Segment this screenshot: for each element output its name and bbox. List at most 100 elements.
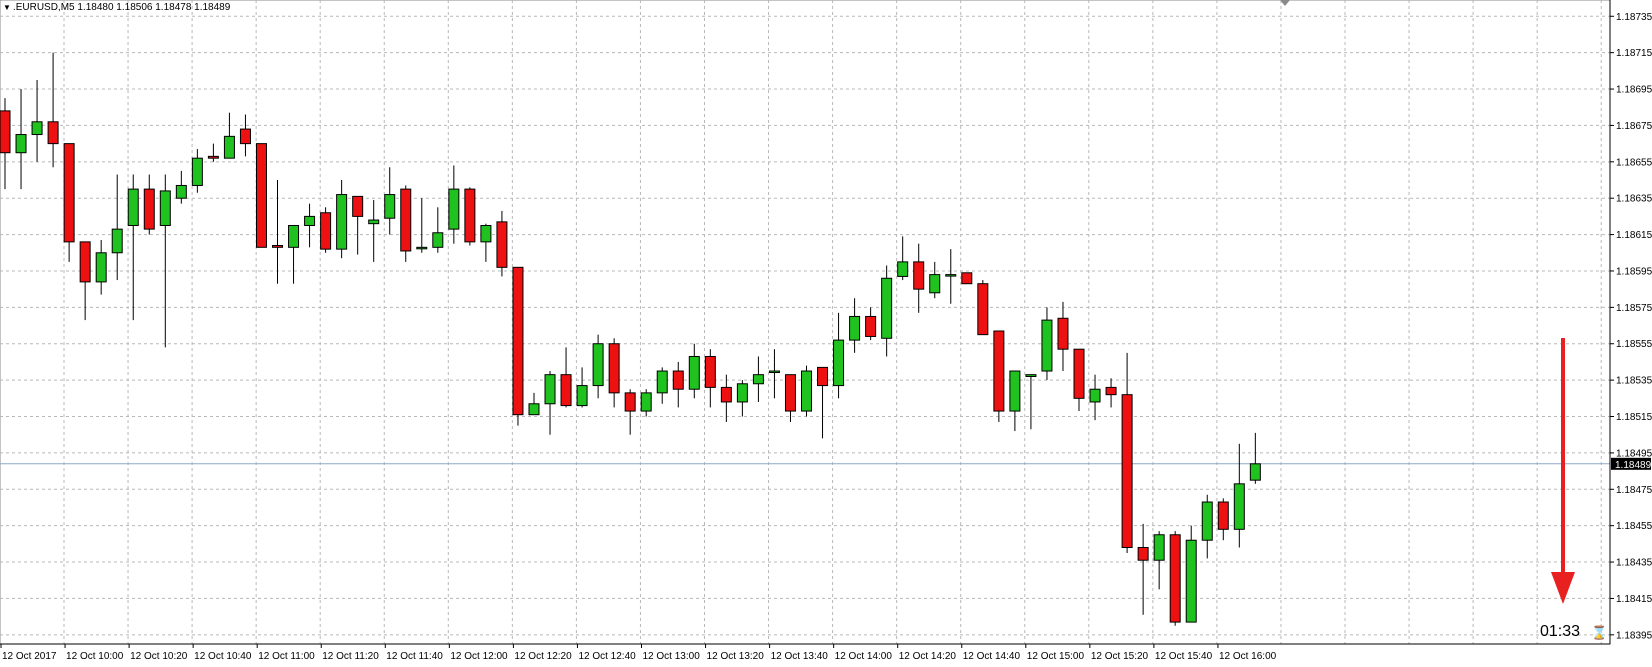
candle <box>79 241 91 321</box>
candle <box>1009 370 1021 432</box>
candle <box>704 349 716 408</box>
candle <box>15 89 27 190</box>
candle-body-down <box>207 155 219 159</box>
candle <box>977 280 989 336</box>
candle-body-up <box>736 383 748 403</box>
price-tick-label: 1.18615 <box>1616 230 1652 241</box>
candle <box>496 210 508 277</box>
candle <box>1105 378 1117 408</box>
candle <box>720 374 732 422</box>
price-tick-label: 1.18675 <box>1616 121 1652 132</box>
time-tick-label: 12 Oct 15:20 <box>1091 651 1149 662</box>
candle-body-up <box>368 219 380 225</box>
candle-body-down <box>560 374 572 407</box>
candle-body-down <box>720 386 732 403</box>
scroll-shift-marker-icon[interactable] <box>1280 0 1290 6</box>
candle-body-up <box>656 370 668 394</box>
candle-body-down <box>1105 386 1117 396</box>
candle <box>111 174 123 281</box>
candle <box>1089 374 1101 421</box>
candle <box>624 389 636 435</box>
price-tick-label: 1.18555 <box>1616 339 1652 350</box>
candle <box>817 366 829 439</box>
candle <box>1169 531 1181 626</box>
price-tick-label: 1.18735 <box>1616 12 1652 23</box>
candle <box>784 374 796 422</box>
candle-body-up <box>1201 501 1213 541</box>
candle-body-up <box>416 246 428 250</box>
candle <box>608 338 620 408</box>
candle <box>127 174 139 321</box>
candle <box>1201 494 1213 559</box>
candle <box>336 180 348 259</box>
candle <box>833 312 845 399</box>
candle-body-down <box>1057 317 1069 350</box>
time-tick-label: 12 Oct 11:00 <box>258 651 315 662</box>
price-axis: 1.18735 1.18715 1.18695 1.18675 1.18655 1.186… <box>1609 0 1652 644</box>
candle-body-up <box>1185 539 1197 623</box>
time-tick-label: 12 Oct 10:00 <box>66 651 124 662</box>
candle <box>416 198 428 253</box>
candle-body-up <box>544 374 556 405</box>
candle <box>656 367 668 404</box>
candle-body-up <box>881 277 893 339</box>
candle <box>929 261 941 299</box>
candle-body-up <box>640 392 652 412</box>
candle <box>272 180 284 284</box>
plot-border <box>0 0 1611 645</box>
candle-body-up <box>191 157 203 186</box>
candle <box>191 149 203 193</box>
candle <box>1121 352 1133 553</box>
time-tick-label: 12 Oct 13:40 <box>771 651 829 662</box>
candle-body-down <box>79 241 91 283</box>
candle-body-down <box>865 315 877 337</box>
candle-body-up <box>31 121 43 136</box>
candle-body-down <box>1073 348 1085 399</box>
candle <box>480 223 492 262</box>
candle-body-down <box>1137 546 1149 561</box>
candle-body-down <box>961 272 973 285</box>
candle-body-up <box>432 232 444 248</box>
arrow-head <box>1551 572 1575 604</box>
candle <box>736 380 748 417</box>
time-tick-label: 12 Oct 16:00 <box>1219 651 1277 662</box>
time-tick-label: 12 Oct 11:40 <box>386 651 443 662</box>
bar-countdown-timer: 01:33 <box>1540 623 1581 640</box>
price-tick-label: 1.18695 <box>1616 85 1652 96</box>
current-price-label: 1.18489 <box>1615 460 1652 471</box>
price-tick-label: 1.18715 <box>1616 48 1652 59</box>
candle <box>384 167 396 235</box>
candle <box>1041 307 1053 381</box>
dropdown-triangle-icon[interactable]: ▼ <box>3 3 11 12</box>
candle <box>897 236 909 281</box>
price-tick-label: 1.18415 <box>1616 594 1652 605</box>
candle-body-up <box>223 135 235 159</box>
hourglass-icon: ⌛ <box>1591 625 1608 640</box>
candle-body-up <box>1089 388 1101 403</box>
candle <box>464 187 476 246</box>
time-tick-label: 12 Oct 15:40 <box>1155 651 1213 662</box>
candle-body-up <box>480 224 492 243</box>
candle <box>95 240 107 295</box>
candle-body-up <box>849 315 861 341</box>
candle <box>1153 531 1165 590</box>
candle-body-down <box>993 330 1005 412</box>
down-arrow-icon <box>1551 338 1575 604</box>
candle-body-up <box>1041 319 1053 372</box>
candle <box>512 266 524 426</box>
candle <box>993 330 1005 422</box>
chart-grid <box>0 0 1611 645</box>
candle-body-down <box>817 366 829 387</box>
candle <box>63 143 75 262</box>
price-tick-label: 1.18655 <box>1616 157 1652 168</box>
price-tick-label: 1.18495 <box>1616 448 1652 459</box>
candle-body-down <box>624 392 636 412</box>
candle-body-up <box>1025 374 1037 377</box>
candle <box>448 165 460 244</box>
candle-body-down <box>496 221 508 268</box>
price-tick-label: 1.18455 <box>1616 521 1652 532</box>
candle-body-up <box>929 274 941 294</box>
price-tick-label: 1.18595 <box>1616 266 1652 277</box>
time-tick-label: 12 Oct 12:00 <box>450 651 508 662</box>
